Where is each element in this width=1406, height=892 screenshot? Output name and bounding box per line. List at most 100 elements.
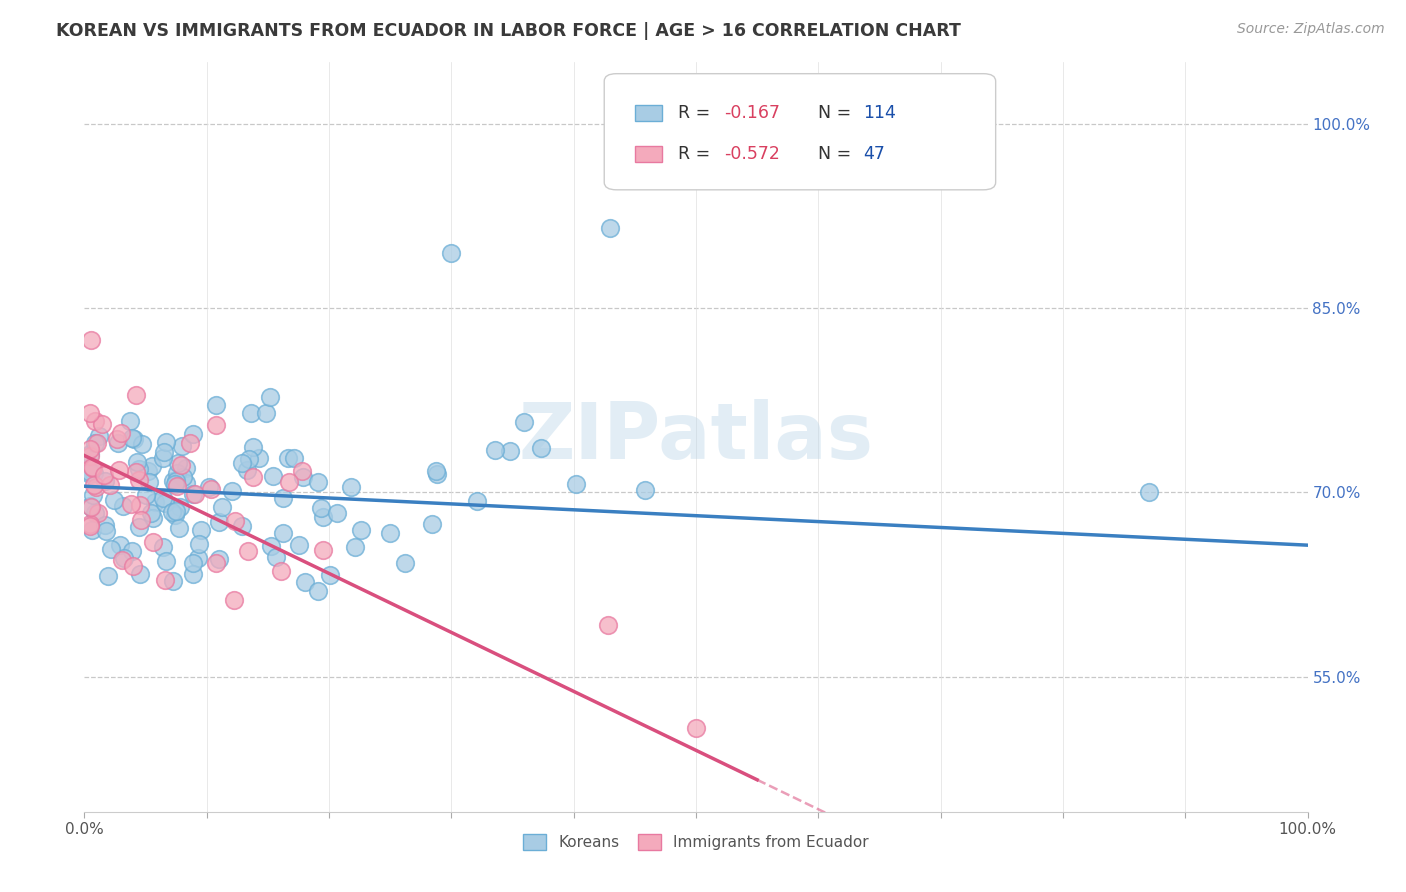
Point [685,721,707,735]
Point [162,574,184,588]
Point [312,542,335,557]
Point [166,466,188,480]
Point [79,466,101,480]
Point [103,493,125,508]
Point [184,487,207,501]
Point [262,469,284,483]
Point [211,500,233,514]
Point [277,475,299,490]
Point [79,442,101,456]
Point [176,460,198,475]
Point [200,482,222,496]
Point [170,439,193,453]
Point [83,466,105,480]
Point [79,516,101,531]
Point [162,474,184,488]
Point [135,488,157,502]
Point [277,450,299,465]
Bar [636,146,662,162]
Point [128,462,150,476]
Point [222,592,245,607]
Point [111,499,134,513]
Point [174,475,197,490]
Point [181,567,204,582]
Point [108,538,131,552]
Point [340,480,363,494]
Point [235,463,257,477]
Point [111,553,134,567]
Point [93,468,115,483]
Point [307,475,329,489]
Point [152,491,174,506]
Point [110,426,132,441]
Point [242,440,264,454]
Point [107,463,129,477]
Point [440,245,463,260]
Point [142,535,165,549]
Point [307,584,329,599]
Point [125,455,148,469]
Point [187,551,209,566]
Point [294,574,316,589]
Point [167,521,190,535]
Point [82,487,104,501]
Text: Source: ZipAtlas.com: Source: ZipAtlas.com [1237,22,1385,37]
Point [288,538,311,552]
Point [170,458,193,472]
Point [155,554,177,568]
Text: N =: N = [818,104,858,122]
Point [224,514,246,528]
Point [165,503,187,517]
Point [100,478,122,492]
Point [247,450,270,465]
Point [100,542,122,557]
Point [513,415,536,429]
Point [271,491,294,506]
Point [82,523,104,537]
Point [131,436,153,450]
Point [121,431,143,445]
Point [141,458,163,473]
Point [166,479,188,493]
Point [91,417,114,432]
Point [122,559,145,574]
Point [94,474,117,488]
Point [231,456,253,470]
Point [80,500,103,514]
Point [187,537,209,551]
Point [94,518,117,533]
Point [343,540,366,554]
Point [167,456,190,470]
Point [319,567,342,582]
Point [264,549,287,564]
Point [79,500,101,514]
Point [312,510,335,524]
Point [236,544,259,558]
Point [83,478,105,492]
Text: R =: R = [678,145,716,163]
Point [83,435,105,450]
Point [208,515,231,529]
Point [291,464,314,478]
Point [125,465,148,479]
Point [128,566,150,581]
Point [420,517,443,532]
Point [309,500,332,515]
Point [198,480,221,494]
Point [79,406,101,420]
Point [259,390,281,404]
Point [160,505,183,519]
Point [120,496,142,510]
Point [128,519,150,533]
Point [79,519,101,533]
Bar [636,104,662,121]
Point [128,498,150,512]
Point [79,447,101,461]
Point [86,506,108,520]
Point [84,414,107,428]
Point [122,432,145,446]
Text: -0.572: -0.572 [724,145,780,163]
Point [231,518,253,533]
Point [190,524,212,538]
Point [163,477,186,491]
